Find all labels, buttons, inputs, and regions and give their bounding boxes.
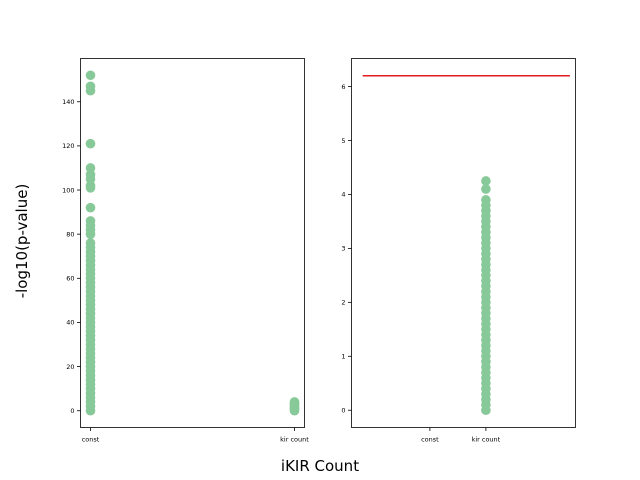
data-point [85,85,96,96]
data-point [85,163,96,173]
data-point [85,174,96,184]
data-point [481,184,491,194]
y-tick-label: 120 [62,142,74,150]
y-tick-label: 5 [341,137,345,145]
data-point [85,405,96,416]
y-tick-label: 140 [62,98,74,106]
data-point [481,405,491,416]
data-point [85,229,96,239]
x-tick-label: kir count [280,436,309,444]
left-plot-frame [80,58,305,428]
left-data-points [85,70,300,416]
x-tick-label: const [421,436,439,444]
y-tick-label: 0 [341,407,345,415]
y-axis-label: -log10(p-value) [13,184,31,299]
y-tick-label: 1 [341,353,345,361]
y-tick-label: 60 [66,275,74,283]
y-tick-label: 6 [341,83,345,91]
data-point [85,202,96,213]
right-data-points [481,176,491,416]
y-tick-label: 20 [66,363,74,371]
y-tick-label: 0 [70,407,74,415]
x-tick-label: kir count [472,436,501,444]
right-panel: 0 1 2 3 4 5 6 const kir count [341,58,576,444]
x-tick-label: const [82,436,100,444]
data-point [481,176,491,186]
x-axis-label: iKIR Count [281,457,359,475]
left-panel: 0 20 40 60 80 100 120 140 const kir count [62,58,309,444]
data-point [85,70,96,81]
y-tick-label: 40 [66,319,74,327]
y-tick-label: 2 [341,299,345,307]
y-tick-label: 100 [62,186,74,194]
left-axis-ticks: 0 20 40 60 80 100 120 140 const kir count [62,98,309,443]
right-plot-frame [351,58,576,428]
right-axis-ticks: 0 1 2 3 4 5 6 const kir count [341,83,500,444]
data-point [289,405,300,416]
data-point [85,138,96,149]
y-tick-label: 3 [341,245,345,253]
data-point [85,183,96,193]
y-tick-label: 4 [341,191,345,199]
y-tick-label: 80 [66,230,74,238]
